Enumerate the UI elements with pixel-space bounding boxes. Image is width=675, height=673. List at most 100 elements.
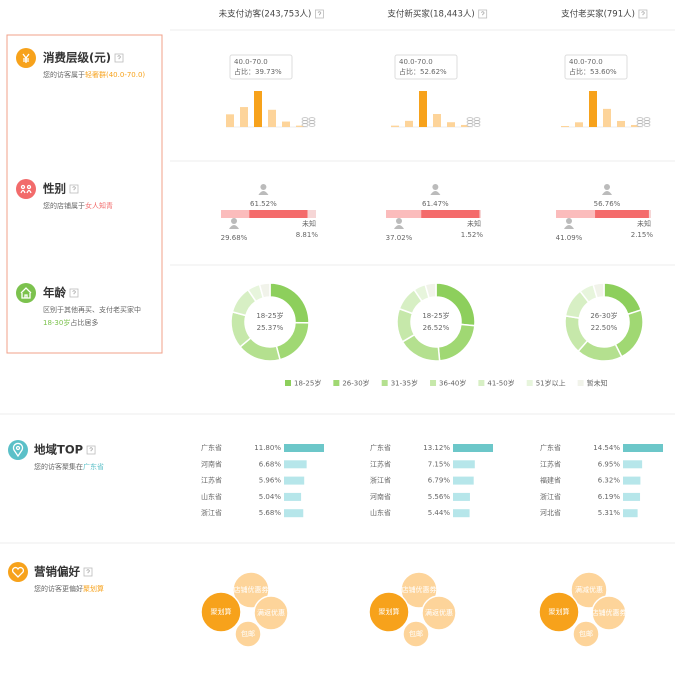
legend-swatch: [285, 380, 291, 386]
region-bar: [453, 476, 474, 485]
price-bar: [589, 91, 597, 127]
column-header: 支付新买家(18,443人): [387, 9, 474, 20]
age-segment: [614, 309, 644, 358]
desc-text: 您的访客聚集在: [34, 462, 83, 471]
gender-segment: [386, 210, 422, 218]
preference-bubble: [232, 571, 270, 609]
region-bar: [623, 492, 641, 501]
preference-bubble: [253, 595, 289, 631]
region-bar: [284, 509, 304, 518]
price-bar: [254, 91, 262, 127]
person-icon: [394, 225, 404, 229]
gender-unknown: 未知: [637, 219, 651, 228]
gender-segment: [307, 210, 316, 218]
desc-highlight: 轻奢群(40.0-70.0): [85, 70, 145, 79]
region-name: 广东省: [370, 443, 391, 452]
legend-swatch: [478, 380, 485, 386]
help-icon-mark: [480, 11, 485, 16]
preference-label: 包邮: [579, 629, 593, 638]
region-value: 5.68%: [259, 509, 282, 517]
legend-label: 31-35岁: [391, 379, 418, 388]
price-bar: [603, 108, 611, 127]
region-bar: [284, 444, 324, 452]
coin-icon: [636, 123, 644, 127]
person-icon: [430, 191, 441, 195]
person-icon: [601, 191, 612, 195]
gender-segment: [595, 210, 649, 218]
desc-text: 您的访客更偏好: [34, 584, 83, 593]
person-icon: [603, 184, 610, 190]
legend-label: 51岁以上: [536, 379, 566, 388]
coin-icon: [466, 120, 474, 124]
tooltip-range: 40.0-70.0: [569, 58, 603, 66]
help-icon: [314, 9, 324, 19]
section-icon-glyph: [20, 184, 32, 194]
preference-bubble: [591, 595, 627, 631]
preference-label: 包邮: [409, 629, 423, 638]
section-desc: 您的访客属于轻奢群(40.0-70.0): [43, 70, 145, 79]
section-icon-glyph: [11, 566, 25, 578]
gender-label: 56.76%: [594, 200, 621, 208]
region-value: 5.44%: [428, 509, 451, 517]
preference-label: 包邮: [241, 629, 255, 638]
age-segment: [424, 282, 437, 299]
region-name: 江苏省: [201, 476, 222, 485]
region-name: 广东省: [201, 443, 222, 452]
region-bar: [453, 492, 470, 501]
coin-icon: [473, 117, 481, 121]
donut-center-name: 18-25岁: [422, 311, 449, 320]
region-name: 山东省: [370, 508, 391, 517]
coin-icon: [466, 123, 474, 127]
desc-text: 您的访客属于: [43, 70, 85, 79]
coin-icon: [636, 120, 644, 124]
price-bar: [561, 125, 569, 127]
section-icon: [16, 179, 36, 199]
section-title: 地域TOP: [34, 443, 83, 457]
region-bar: [453, 444, 493, 452]
section-desc: 您的访客聚集在广东省: [34, 462, 104, 471]
coin-icon: [473, 120, 481, 124]
region-value: 6.68%: [259, 460, 282, 468]
gender-label: 37.02%: [386, 234, 413, 242]
legend-label: 26-30岁: [342, 379, 369, 388]
price-bar: [433, 114, 441, 127]
region-name: 山东省: [201, 492, 222, 501]
region-name: 浙江省: [201, 508, 222, 517]
region-value: 11.80%: [254, 444, 281, 452]
region-value: 5.31%: [598, 509, 621, 517]
legend-swatch: [381, 380, 388, 386]
region-name: 江苏省: [540, 459, 561, 468]
region-name: 浙江省: [540, 492, 561, 501]
coin-icon: [466, 117, 474, 121]
help-icon-mark: [641, 11, 645, 16]
preference-label: 聚划算: [549, 607, 570, 616]
section-icon-glyph: [22, 53, 30, 63]
legend-swatch: [430, 380, 437, 386]
region-name: 河南省: [370, 492, 391, 501]
help-icon: [86, 445, 96, 455]
help-icon-mark: [89, 447, 93, 452]
section-desc: 您的店铺属于女人知青: [43, 201, 113, 210]
gender-segment: [221, 210, 250, 218]
legend-swatch: [526, 380, 533, 386]
legend-label: 暂未知: [587, 379, 608, 388]
section-title: 性别: [43, 182, 66, 196]
region-value: 5.56%: [428, 493, 451, 501]
help-icon: [478, 9, 488, 19]
desc-highlight: 18-30岁: [43, 318, 70, 327]
price-bar: [405, 120, 413, 127]
help-icon-mark: [86, 569, 90, 574]
preference-label: 满返优惠: [425, 608, 453, 617]
region-bar: [623, 476, 641, 485]
preference-label: 满减优惠: [575, 585, 603, 594]
region-value: 6.95%: [598, 460, 621, 468]
region-value: 14.54%: [593, 444, 620, 452]
person-icon: [260, 184, 267, 190]
section-title: 年龄: [43, 286, 66, 300]
section-icon: [16, 283, 36, 303]
section-desc: 您的访客更偏好聚划算: [34, 584, 104, 593]
preference-bubble: [570, 571, 608, 609]
age-segment: [592, 282, 605, 299]
help-icon: [69, 288, 79, 298]
